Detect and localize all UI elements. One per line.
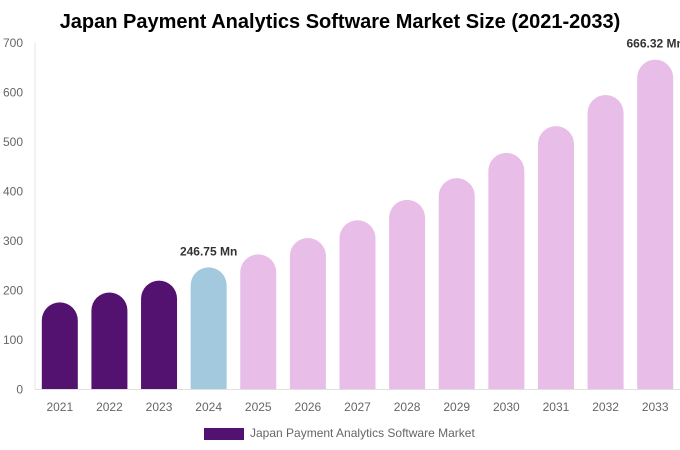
x-tick-label: 2022	[96, 400, 123, 414]
x-tick-label: 2033	[642, 400, 669, 414]
data-labels: 246.75 Mn 666.32 Mn	[180, 37, 680, 259]
y-tick-label: 100	[3, 333, 23, 347]
bar-2025[interactable]	[240, 254, 277, 390]
bar-2021[interactable]	[41, 302, 78, 390]
bar-2022[interactable]	[91, 292, 128, 390]
y-tick-label: 200	[3, 284, 23, 298]
x-tick-label: 2029	[443, 400, 470, 414]
y-tick-label: 500	[3, 135, 23, 149]
bars	[41, 59, 674, 390]
bar-2031[interactable]	[537, 126, 574, 390]
x-tick-label: 2032	[592, 400, 619, 414]
x-tick-label: 2021	[46, 400, 73, 414]
y-tick-label: 300	[3, 234, 23, 248]
data-label: 666.32 Mn	[627, 37, 680, 51]
x-tick-label: 2027	[344, 400, 371, 414]
bar-2029[interactable]	[438, 178, 475, 390]
x-axis: 2021 2022 2023 2024 2025 2026 2027 2028 2029 2030…	[35, 389, 680, 414]
y-tick-label: 700	[3, 36, 23, 50]
bar-2030[interactable]	[488, 152, 525, 390]
bar-2023[interactable]	[141, 280, 178, 390]
x-tick-label: 2024	[195, 400, 222, 414]
legend-swatch	[204, 428, 244, 440]
bar-2033[interactable]	[637, 59, 674, 390]
chart-title: Japan Payment Analytics Software Market …	[60, 11, 621, 33]
x-tick-label: 2028	[394, 400, 421, 414]
y-tick-label: 0	[16, 383, 23, 397]
bar-2026[interactable]	[289, 238, 326, 390]
x-tick-label: 2026	[295, 400, 322, 414]
bar-2027[interactable]	[339, 220, 376, 390]
bar-2024[interactable]	[190, 267, 227, 390]
x-tick-label: 2025	[245, 400, 272, 414]
x-tick-label: 2030	[493, 400, 520, 414]
x-tick-label: 2023	[146, 400, 173, 414]
data-label: 246.75 Mn	[180, 244, 237, 258]
y-tick-label: 600	[3, 86, 23, 100]
y-tick-label: 400	[3, 185, 23, 199]
bar-2032[interactable]	[587, 94, 624, 390]
y-axis: 0 100 200 300 400 500 600 700	[3, 36, 36, 397]
bar-2028[interactable]	[389, 199, 426, 390]
x-tick-label: 2031	[543, 400, 570, 414]
legend-label[interactable]: Japan Payment Analytics Software Market	[250, 426, 475, 440]
